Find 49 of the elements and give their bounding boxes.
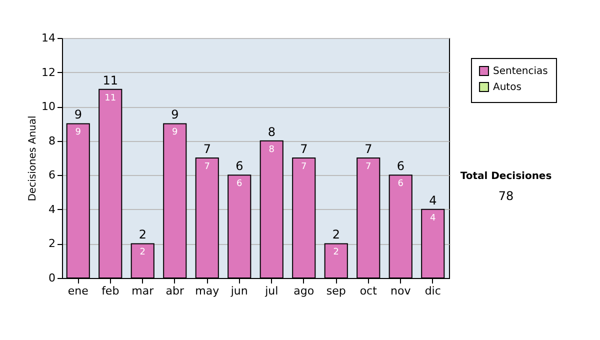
legend-label: Sentencias (493, 66, 548, 77)
x-tick-label: sep (326, 284, 346, 298)
data-label: 2 (333, 248, 339, 258)
x-tick-label: may (195, 284, 220, 298)
x-tick-label: nov (390, 284, 412, 298)
total-label: 11 (102, 73, 118, 88)
x-tick-label: oct (360, 284, 378, 298)
total-label: 7 (300, 142, 308, 156)
y-tick-label: 12 (42, 66, 56, 79)
data-label: 6 (236, 179, 243, 190)
data-label: 6 (398, 179, 404, 190)
total-label: 8 (268, 124, 276, 139)
total-label: 6 (236, 159, 244, 174)
total-label: 2 (332, 228, 340, 242)
text: 78 (498, 189, 514, 203)
y-axis-title: Decisiones Anual (28, 116, 39, 202)
text: Total Decisiones (460, 171, 552, 182)
data-label: 7 (204, 162, 210, 172)
x-tick-label: jul (264, 284, 278, 298)
total-label: 6 (396, 159, 404, 174)
data-label: 7 (366, 162, 372, 172)
x-tick-label: mar (132, 284, 154, 298)
total-label: 9 (74, 108, 82, 122)
data-label: 8 (268, 144, 275, 155)
x-tick-label: ene (68, 284, 89, 298)
x-tick-label: abr (166, 284, 184, 298)
y-tick-label: 2 (48, 237, 56, 250)
total-label: 7 (203, 142, 211, 156)
y-tick-label: 14 (42, 32, 56, 44)
data-label: 9 (75, 128, 82, 138)
legend-label: Autos (493, 82, 522, 93)
x-tick-label: dic (424, 284, 441, 298)
data-label: 9 (172, 128, 178, 138)
x-tick-label: feb (102, 284, 120, 298)
y-tick-label: 4 (48, 202, 56, 216)
y-tick-label: 6 (48, 168, 56, 182)
x-tick-label: ago (294, 284, 314, 298)
total-label: 4 (429, 193, 437, 208)
total-label: 7 (364, 142, 372, 156)
data-label: 2 (140, 248, 146, 258)
y-tick-label: 0 (48, 272, 56, 284)
y-tick-label: 10 (42, 100, 56, 114)
y-tick-label: 8 (48, 134, 56, 148)
data-label: 7 (301, 162, 307, 172)
total-label: 2 (138, 228, 146, 242)
total-label: 9 (171, 108, 179, 122)
x-tick-label: jun (230, 284, 248, 298)
data-label: 4 (430, 213, 436, 224)
data-label: 11 (104, 93, 116, 104)
